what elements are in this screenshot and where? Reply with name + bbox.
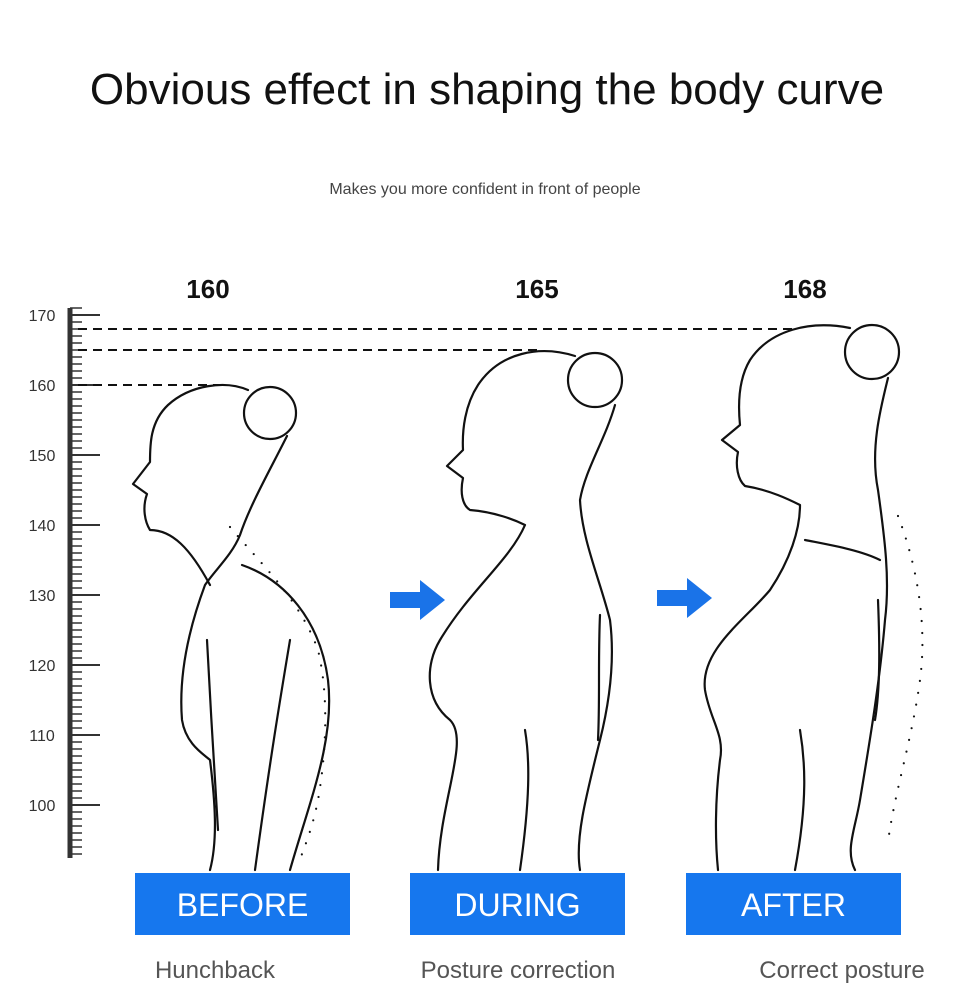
height-label: 165 bbox=[515, 274, 558, 304]
stage-label: BEFORE bbox=[177, 887, 309, 923]
subtitle: Makes you more confident in front of peo… bbox=[329, 181, 640, 198]
ruler-tick-label: 120 bbox=[29, 658, 56, 675]
figure-during bbox=[428, 350, 624, 872]
stage-label: AFTER bbox=[741, 887, 846, 923]
ruler-tick-label: 110 bbox=[29, 728, 55, 745]
stage-label: DURING bbox=[454, 887, 580, 923]
stage-caption: Correct posture bbox=[759, 957, 924, 984]
ruler-tick-label: 130 bbox=[29, 588, 56, 605]
stage-box bbox=[410, 873, 625, 935]
arrows bbox=[390, 578, 712, 620]
ruler-tick-label: 150 bbox=[29, 448, 56, 465]
stage-caption: Posture correction bbox=[421, 957, 616, 984]
ruler-tick-label: 170 bbox=[29, 308, 56, 325]
figure-before bbox=[131, 383, 331, 872]
arrow bbox=[390, 580, 445, 620]
ruler-tick-label: 100 bbox=[29, 798, 56, 815]
ruler bbox=[67, 307, 82, 858]
height-label: 168 bbox=[783, 274, 826, 304]
figure-after bbox=[703, 323, 924, 872]
stage-box bbox=[135, 873, 350, 935]
height-label: 160 bbox=[186, 274, 229, 304]
ruler-tick-label: 160 bbox=[29, 378, 56, 395]
stage-caption: Hunchback bbox=[155, 957, 276, 984]
title: Obvious effect in shaping the body curve bbox=[90, 65, 884, 114]
arrow bbox=[657, 578, 712, 618]
ruler-tick-label: 140 bbox=[29, 518, 56, 535]
stage-box bbox=[686, 873, 901, 935]
